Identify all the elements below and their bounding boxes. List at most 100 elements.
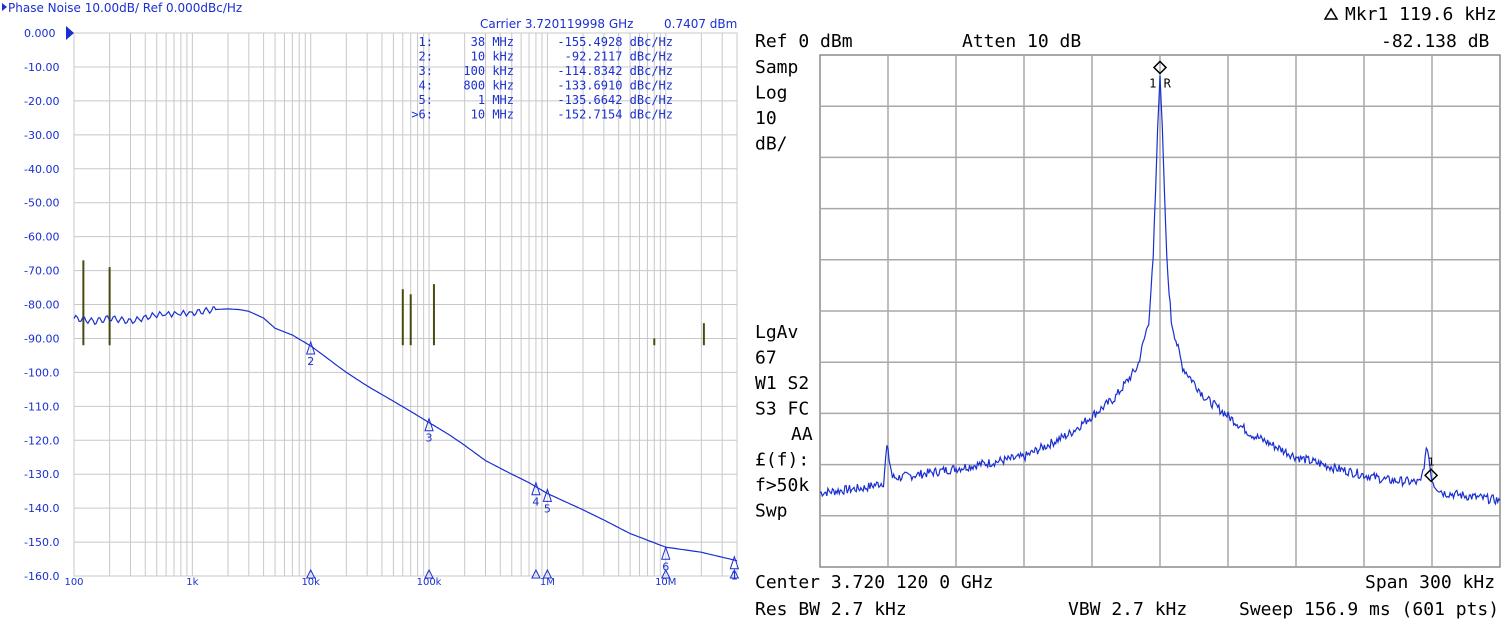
trace-marker: 6 — [660, 545, 671, 579]
trace-marker: 5 — [542, 487, 553, 579]
marker-number: 2 — [307, 355, 314, 368]
marker-table-label: 5: — [419, 93, 433, 107]
mkr-delta-icon — [1323, 7, 1339, 20]
phase-noise-plot: Phase Noise 10.00dB/ Ref 0.000dBc/Hz Car… — [2, 1, 740, 588]
y-tick-label: -100.0 — [24, 366, 59, 379]
marker-table-frequency: 800 kHz — [463, 79, 514, 93]
y-tick-label: -120.0 — [24, 434, 59, 447]
y-tick-label: -60.00 — [24, 231, 59, 244]
axis-marker-icon — [424, 568, 434, 579]
marker-triangle-icon — [306, 340, 316, 355]
x-tick-label: 10k — [301, 577, 320, 588]
y-tick-label: -110.0 — [24, 400, 59, 413]
setting-label: 67 — [755, 348, 777, 369]
setting-label: £(f): — [755, 450, 809, 471]
carrier-power: 0.7407 dBm — [664, 17, 737, 31]
marker-number: 4 — [532, 496, 539, 509]
axis-marker-icon — [542, 568, 553, 579]
setting-label: dB/ — [755, 134, 788, 155]
marker-triangle-icon — [661, 545, 671, 560]
marker-table-frequency: 10 kHz — [471, 50, 514, 64]
left-settings-top: Samp Log 10 dB/ — [755, 57, 798, 155]
marker-table-value: -152.7154 dBc/Hz — [557, 108, 673, 122]
video-bandwidth: VBW 2.7 kHz — [1068, 599, 1187, 620]
spectrum-plot: Mkr1 119.6 kHz -82.138 dB Ref 0 dBm Atte… — [755, 4, 1501, 620]
y-tick-label: -70.00 — [24, 265, 59, 278]
trace-marker: 4 — [531, 481, 541, 579]
x-tick-label: 100 — [64, 577, 83, 588]
ref-arrow-icon — [66, 26, 74, 40]
marker-table-value: -133.6910 dBc/Hz — [557, 79, 673, 93]
sweep-time: Sweep 156.9 ms (601 pts) — [1239, 599, 1499, 620]
marker-table-frequency: 100 kHz — [463, 64, 514, 78]
setting-label: W1 S2 — [755, 373, 809, 394]
x-axis-ticks: 100 1k 10k 100k 1M 10M — [64, 577, 676, 588]
y-tick-label: -150.0 — [24, 536, 59, 549]
phase-noise-trace — [73, 306, 738, 562]
y-tick-label: -40.00 — [24, 163, 59, 176]
y-tick-label: -50.00 — [24, 197, 59, 210]
marker-table: 1: 38 MHz -155.4928 dBc/Hz 2: 10 kHz -92.2117… — [411, 35, 673, 122]
y-axis-ticks: 0.000 -10.00 -20.00 -30.00 -40.00 -50.00 -60.0… — [24, 27, 59, 583]
setting-label: Log — [755, 83, 788, 104]
spurs — [82, 260, 705, 346]
marker-delta: -82.138 dB — [1381, 31, 1489, 52]
marker-triangle-icon — [531, 481, 541, 496]
marker-table-label: 3: — [419, 64, 433, 78]
marker-table-frequency: 38 MHz — [471, 35, 514, 49]
setting-label: Samp — [755, 57, 798, 78]
marker-triangle-icon — [729, 555, 740, 570]
chart-title: Phase Noise 10.00dB/ Ref 0.000dBc/Hz — [8, 1, 242, 15]
setting-label: 10 — [755, 108, 777, 129]
x-tick-label: 10M — [655, 577, 676, 588]
grid — [819, 54, 1501, 568]
resolution-bandwidth: Res BW 2.7 kHz — [755, 599, 907, 620]
y-tick-label: -20.00 — [24, 95, 59, 108]
marker-table-label: 4: — [419, 79, 433, 93]
marker-table-value: -155.4928 dBc/Hz — [557, 35, 673, 49]
center-frequency: Center 3.720 120 0 GHz — [755, 572, 993, 593]
x-tick-label: 1M — [540, 577, 555, 588]
trace-marker: 1 — [729, 555, 740, 583]
trace-markers: 1 2 3 45 6 — [305, 340, 740, 583]
y-tick-label: -80.00 — [24, 299, 59, 312]
setting-label: Swp — [755, 501, 788, 522]
y-tick-label: -10.00 — [24, 61, 59, 74]
axis-marker-icon — [729, 568, 740, 579]
grid — [73, 32, 738, 577]
marker-table-label: 1: — [419, 35, 433, 49]
setting-label: LgAv — [755, 322, 798, 343]
marker-triangle-icon — [542, 487, 553, 502]
y-tick-label: -130.0 — [24, 468, 59, 481]
delta-marker-label: 1 — [1428, 455, 1435, 468]
ref-level: Ref 0 dBm — [755, 31, 853, 52]
setting-label: f>50k — [755, 475, 809, 496]
markers: 1 R 1 — [1149, 60, 1439, 483]
marker-triangle-icon — [424, 417, 434, 432]
attenuation: Atten 10 dB — [962, 31, 1081, 52]
y-tick-label: -90.00 — [24, 332, 59, 345]
delta-marker-diamond-icon — [1424, 468, 1439, 483]
marker-table-value: -135.6642 dBc/Hz — [557, 93, 673, 107]
marker-number: 3 — [426, 432, 433, 445]
marker-table-label: >6: — [411, 108, 433, 122]
marker-table-value: -92.2117 dBc/Hz — [565, 50, 673, 64]
marker-number: 6 — [662, 560, 669, 573]
axis-marker-icon — [660, 568, 671, 579]
ref-marker-label: 1 R — [1149, 76, 1171, 90]
setting-label: AA — [791, 424, 813, 445]
y-tick-label: -160.0 — [24, 570, 59, 583]
y-tick-label: -140.0 — [24, 502, 59, 515]
trace-marker: 2 — [305, 340, 316, 579]
x-tick-label: 100k — [417, 577, 442, 588]
marker-number: 1 — [731, 570, 738, 583]
marker-number: 5 — [544, 502, 551, 515]
marker-table-value: -114.8342 dBc/Hz — [557, 64, 673, 78]
marker-table-label: 2: — [419, 50, 433, 64]
spectrum-trace — [819, 75, 1501, 506]
carrier-frequency: Carrier 3.720119998 GHz — [480, 17, 633, 31]
axis-marker-icon — [305, 568, 316, 579]
span: Span 300 kHz — [1365, 572, 1495, 593]
x-tick-label: 1k — [186, 577, 198, 588]
y-tick-label: -30.00 — [24, 129, 59, 142]
